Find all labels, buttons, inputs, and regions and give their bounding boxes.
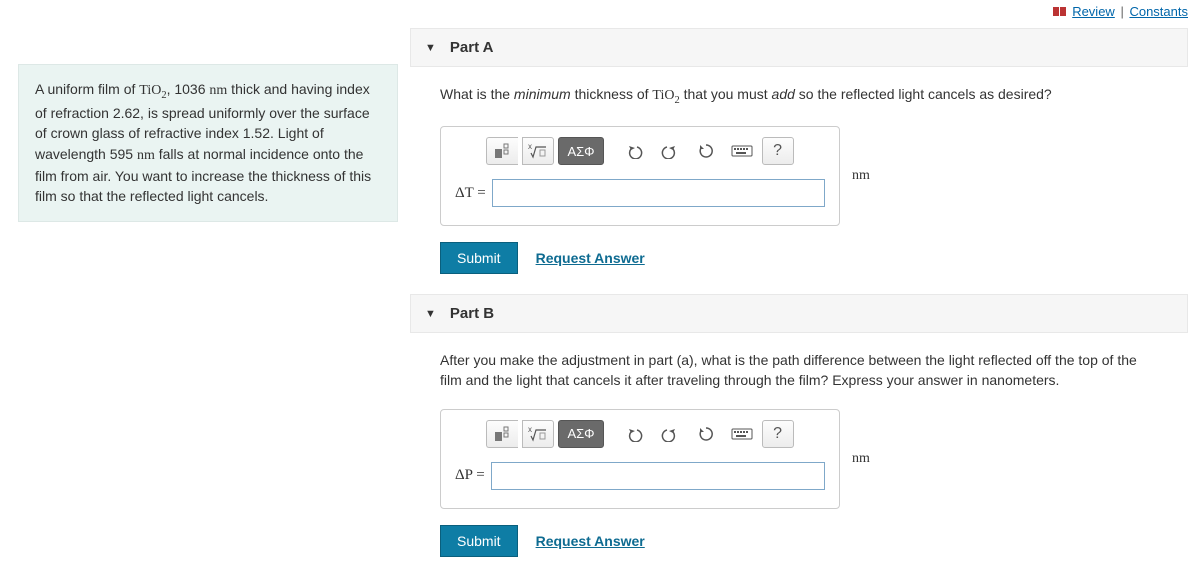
part-a-submit-button[interactable]: Submit [440,242,518,274]
greek-button[interactable]: ΑΣΦ [558,420,603,448]
part-b-variable: ΔP = [455,467,485,484]
reset-icon[interactable] [690,137,722,165]
part-a-toolbar: x ΑΣΦ [441,127,839,179]
redo-icon[interactable] [654,137,686,165]
redo-icon[interactable] [654,420,686,448]
help-button[interactable]: ? [762,137,794,165]
undo-icon[interactable] [618,137,650,165]
part-b-title: Part B [450,305,494,322]
reset-icon[interactable] [690,420,722,448]
part-a-header[interactable]: ▼ Part A [410,28,1188,67]
part-a-question: What is the minimum thickness of TiO2 th… [440,85,1158,108]
keyboard-icon[interactable] [726,137,758,165]
part-b-question: After you make the adjustment in part (a… [440,351,1158,390]
part-a-body: What is the minimum thickness of TiO2 th… [410,67,1188,294]
problem-statement: A uniform film of TiO2, 1036 nm thick an… [18,64,398,222]
part-b-unit: nm [852,451,870,467]
part-a-title: Part A [450,39,494,56]
separator: | [1120,4,1123,19]
keyboard-icon[interactable] [726,420,758,448]
caret-down-icon: ▼ [425,308,436,320]
part-b-answer-box: x ΑΣΦ [440,409,840,509]
radical-icon[interactable]: x [522,137,554,165]
greek-button[interactable]: ΑΣΦ [558,137,603,165]
book-icon [1053,5,1067,20]
caret-down-icon: ▼ [425,42,436,54]
part-a-variable: ΔT = [455,185,486,202]
top-links: Review | Constants [1053,4,1188,20]
part-b-body: After you make the adjustment in part (a… [410,333,1188,576]
help-button[interactable]: ? [762,420,794,448]
part-b-submit-button[interactable]: Submit [440,525,518,557]
undo-icon[interactable] [618,420,650,448]
template-icon[interactable] [486,420,518,448]
part-b-input[interactable] [491,462,825,490]
svg-text:x: x [528,143,532,151]
part-a-input[interactable] [492,179,825,207]
part-b-request-answer[interactable]: Request Answer [536,533,645,549]
part-a-unit: nm [852,168,870,184]
template-icon[interactable] [486,137,518,165]
review-link[interactable]: Review [1072,4,1115,19]
part-a-answer-box: x ΑΣΦ [440,126,840,226]
part-a-request-answer[interactable]: Request Answer [536,250,645,266]
part-b-header[interactable]: ▼ Part B [410,294,1188,333]
svg-text:x: x [528,426,532,434]
radical-icon[interactable]: x [522,420,554,448]
part-b-toolbar: x ΑΣΦ [441,410,839,462]
constants-link[interactable]: Constants [1129,4,1188,19]
